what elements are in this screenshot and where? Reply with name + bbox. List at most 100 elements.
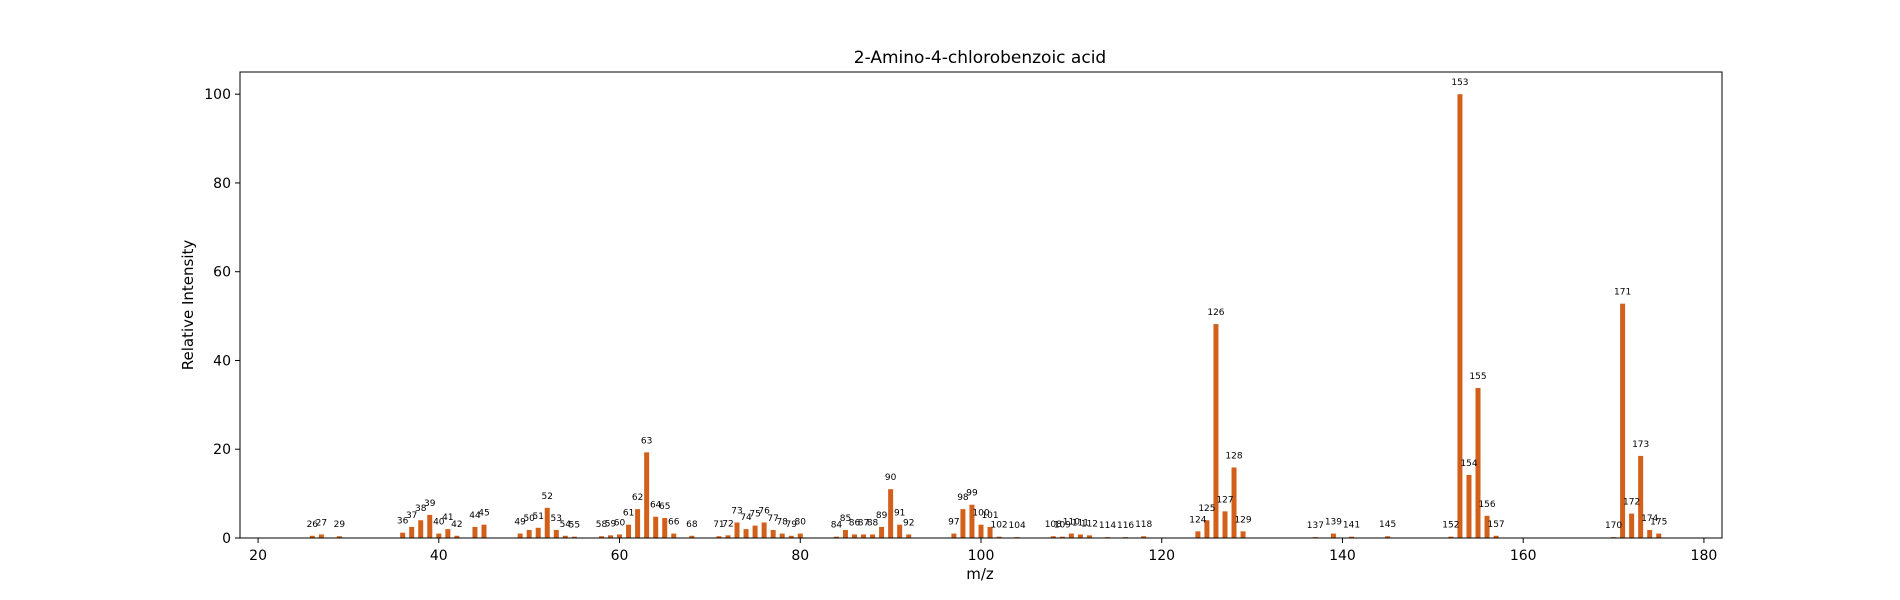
bar-99: [969, 504, 975, 538]
peak-label-126: 126: [1207, 308, 1224, 318]
peak-label-62: 62: [632, 493, 643, 503]
bars: [309, 94, 1662, 538]
bar-65: [662, 518, 668, 538]
peak-label-90: 90: [885, 473, 897, 483]
bar-73: [734, 522, 740, 538]
peak-label-60: 60: [614, 518, 626, 528]
peak-label-170: 170: [1605, 521, 1622, 531]
y-tick-label-60: 60: [213, 265, 231, 281]
bar-85: [842, 530, 848, 538]
bar-50: [526, 530, 532, 538]
peak-label-68: 68: [686, 520, 698, 530]
peak-label-55: 55: [569, 521, 580, 531]
bar-26: [309, 535, 315, 538]
bar-92: [906, 534, 912, 538]
x-tick-label-80: 80: [791, 548, 809, 564]
bar-173: [1638, 455, 1644, 538]
bar-157: [1493, 535, 1499, 538]
bar-37: [409, 526, 415, 538]
bar-58: [598, 536, 604, 538]
x-tick-label-120: 120: [1148, 548, 1175, 564]
bar-68: [689, 535, 695, 538]
y-tick-label-20: 20: [213, 442, 231, 458]
peak-label-76: 76: [758, 506, 770, 516]
bar-101: [987, 526, 993, 538]
bar-42: [454, 535, 460, 538]
bar-79: [788, 535, 794, 538]
x-tick-label-60: 60: [611, 548, 629, 564]
peak-label-77: 77: [767, 514, 778, 524]
peak-label-59: 59: [605, 519, 617, 529]
peak-label-172: 172: [1623, 498, 1640, 508]
peak-label-75: 75: [749, 510, 760, 520]
y-tick-label-40: 40: [213, 353, 231, 369]
x-tick-label-40: 40: [430, 548, 448, 564]
bar-90: [888, 489, 894, 538]
bar-126: [1213, 324, 1219, 538]
bar-174: [1647, 530, 1653, 538]
peak-label-124: 124: [1189, 515, 1206, 525]
x-axis: 20 40 60 80 100 120 140 160 180: [249, 538, 1717, 564]
bar-109: [1059, 536, 1065, 538]
peak-label-156: 156: [1478, 500, 1495, 510]
y-tick-label-100: 100: [204, 87, 231, 103]
bar-39: [427, 514, 433, 538]
bar-127: [1222, 511, 1228, 538]
bar-124: [1195, 531, 1201, 538]
y-axis: 0 20 40 60 80 100: [204, 87, 240, 547]
peak-label-97: 97: [948, 518, 959, 528]
peak-label-110: 110: [1063, 518, 1080, 528]
bar-40: [436, 533, 442, 538]
bar-66: [671, 533, 677, 538]
bar-86: [851, 534, 857, 538]
peak-label-37: 37: [406, 511, 417, 521]
peak-label-87: 87: [858, 518, 869, 528]
peak-label-137: 137: [1307, 521, 1324, 531]
peak-label-73: 73: [731, 506, 742, 516]
y-tick-label-0: 0: [222, 531, 231, 547]
bar-74: [743, 529, 749, 538]
bar-61: [626, 524, 632, 538]
peak-label-125: 125: [1198, 504, 1215, 514]
bar-80: [797, 533, 803, 538]
bar-125: [1204, 520, 1210, 538]
peak-label-40: 40: [433, 518, 445, 528]
peak-label-79: 79: [786, 520, 798, 530]
bar-75: [752, 525, 758, 538]
peak-label-114: 114: [1099, 521, 1116, 531]
peak-label-85: 85: [840, 514, 851, 524]
peak-label-45: 45: [478, 509, 489, 519]
peak-label-84: 84: [831, 521, 843, 531]
peak-label-155: 155: [1469, 372, 1486, 382]
peak-label-101: 101: [981, 511, 998, 521]
bar-64: [653, 516, 659, 538]
peak-label-129: 129: [1234, 515, 1251, 525]
bar-156: [1484, 515, 1490, 538]
peak-label-36: 36: [397, 517, 409, 527]
peak-label-108: 108: [1045, 520, 1062, 530]
bar-88: [870, 534, 876, 538]
bar-110: [1068, 533, 1074, 538]
peak-label-39: 39: [424, 499, 436, 509]
peak-label-118: 118: [1135, 520, 1152, 530]
bar-102: [996, 536, 1002, 538]
peak-label-29: 29: [334, 520, 346, 530]
bar-59: [608, 535, 613, 538]
bar-60: [617, 534, 623, 538]
peak-label-86: 86: [849, 518, 861, 528]
x-axis-label: m/z: [966, 565, 994, 583]
bar-54: [562, 535, 568, 538]
peak-label-38: 38: [415, 504, 427, 514]
peak-label-53: 53: [551, 514, 562, 524]
x-tick-label-180: 180: [1691, 548, 1718, 564]
bar-77: [770, 530, 776, 538]
bar-72: [725, 535, 731, 538]
peak-label-64: 64: [650, 501, 662, 511]
peak-label-109: 109: [1054, 521, 1071, 531]
peak-label-65: 65: [659, 502, 670, 512]
peak-label-128: 128: [1225, 451, 1242, 461]
bar-38: [418, 520, 424, 538]
peak-label-175: 175: [1650, 518, 1667, 528]
peak-label-116: 116: [1117, 521, 1134, 531]
